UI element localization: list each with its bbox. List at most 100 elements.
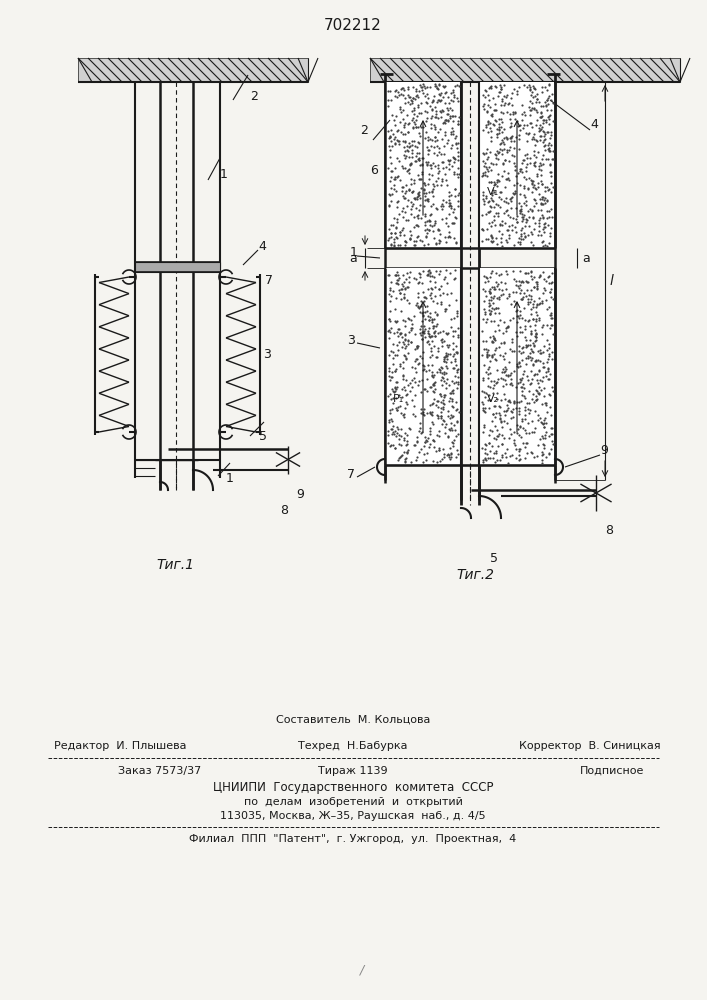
Point [414,265,425,281]
Point [495,79,506,95]
Point [421,79,433,95]
Text: 8: 8 [605,524,613,536]
Point [438,103,449,119]
Point [409,172,420,188]
Point [515,291,527,307]
Point [482,366,493,382]
Point [494,77,506,93]
Point [506,193,517,209]
Point [393,270,404,286]
Point [448,360,460,376]
Point [451,413,462,429]
Point [495,234,506,250]
Point [384,173,395,189]
Point [520,273,531,289]
Point [496,184,507,200]
Point [503,286,515,302]
Point [506,365,517,381]
Point [515,198,526,214]
Point [449,78,460,94]
Point [408,175,419,191]
Point [509,186,520,202]
Point [544,340,555,356]
Point [493,197,504,213]
Point [433,110,444,126]
Point [479,274,490,290]
Point [387,383,399,399]
Point [412,275,423,291]
Point [530,392,542,408]
Point [499,95,510,111]
Point [448,204,459,220]
Text: 8: 8 [280,504,288,518]
Point [487,193,498,209]
Point [399,281,411,297]
Point [494,407,506,423]
Text: a: a [349,251,357,264]
Point [399,451,411,467]
Point [504,288,515,304]
Point [522,181,534,197]
Point [429,78,440,94]
Point [389,234,400,250]
Point [397,312,408,328]
Point [382,160,394,176]
Point [400,212,411,228]
Point [411,351,422,367]
Point [399,150,411,166]
Point [515,228,527,244]
Point [391,132,402,148]
Point [501,266,513,282]
Point [529,100,540,116]
Point [529,333,540,349]
Point [433,266,445,282]
Point [522,445,533,461]
Point [383,347,395,363]
Point [398,347,409,363]
Point [390,428,401,444]
Point [478,452,489,468]
Point [503,142,515,158]
Point [443,377,455,393]
Point [396,325,407,341]
Point [426,94,438,110]
Point [532,91,543,107]
Point [526,306,537,322]
Point [426,314,437,330]
Point [533,379,544,395]
Point [534,186,545,202]
Point [438,89,449,105]
Point [395,428,407,444]
Point [539,215,551,231]
Point [399,133,411,149]
Point [409,374,421,390]
Point [397,179,409,195]
Point [393,206,404,222]
Point [437,369,448,385]
Point [483,427,494,443]
Point [423,281,434,297]
Point [422,357,433,373]
Point [491,172,503,188]
Point [542,210,553,226]
Point [419,318,430,334]
Point [508,293,520,309]
Point [428,230,440,246]
Point [544,284,556,300]
Point [426,407,438,423]
Point [423,336,435,352]
Point [484,305,496,321]
Point [435,233,446,249]
Point [499,445,510,461]
Point [508,177,520,193]
Point [507,377,518,393]
Point [486,438,498,454]
Point [443,218,454,234]
Point [390,314,402,330]
Point [501,263,512,279]
Text: l: l [610,274,614,288]
Point [503,195,514,211]
Point [424,264,436,280]
Point [450,234,462,250]
Point [519,402,530,418]
